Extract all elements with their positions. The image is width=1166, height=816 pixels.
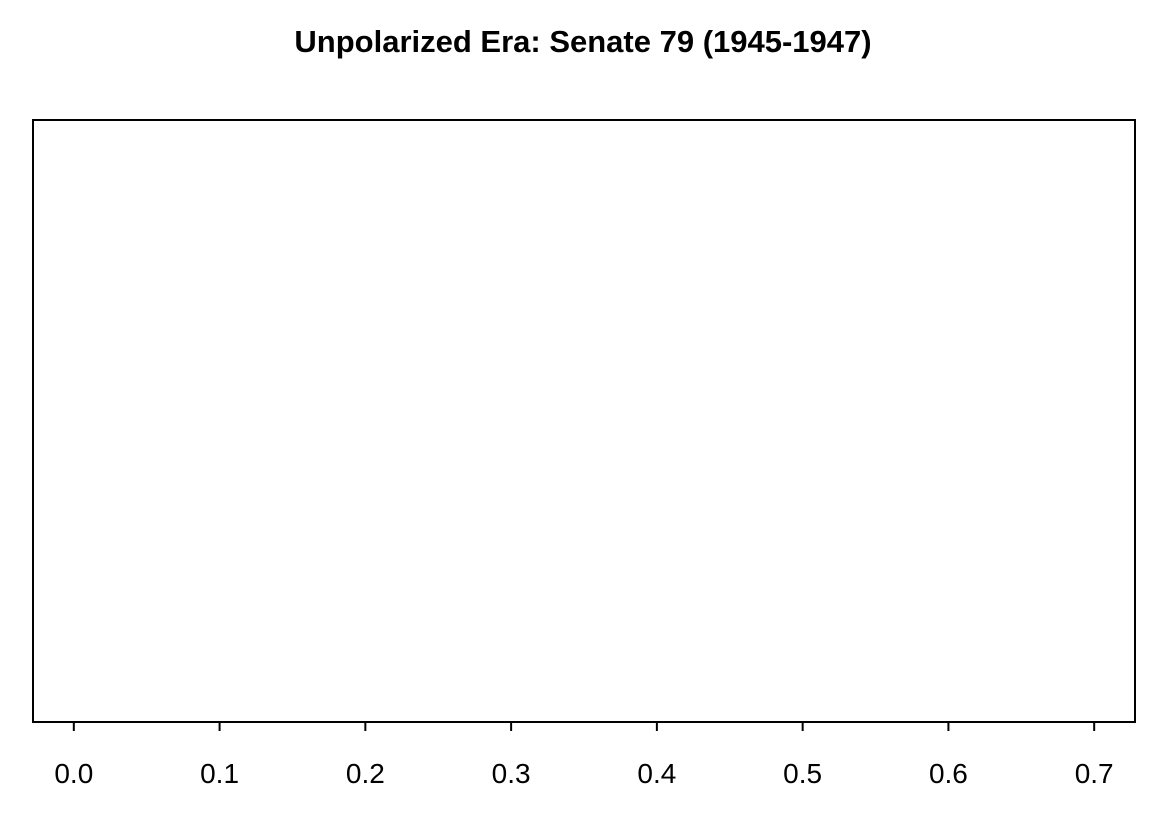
x-tick-label: 0.3 <box>492 758 531 789</box>
x-tick-label: 0.6 <box>929 758 968 789</box>
plot-border <box>32 119 1136 723</box>
x-tick-label: 0.1 <box>200 758 239 789</box>
x-tick-label: 0.2 <box>346 758 385 789</box>
x-tick-label: 0.0 <box>54 758 93 789</box>
x-tick-label: 0.7 <box>1075 758 1114 789</box>
chart-title: Unpolarized Era: Senate 79 (1945-1947) <box>294 24 872 59</box>
x-tick-label: 0.5 <box>783 758 822 789</box>
x-tick-label: 0.4 <box>637 758 676 789</box>
